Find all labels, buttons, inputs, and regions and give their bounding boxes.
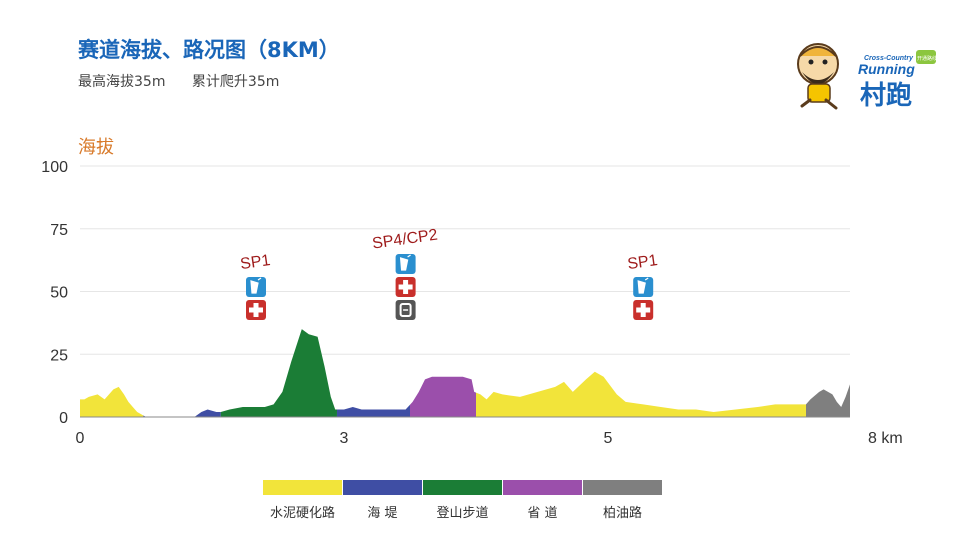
surface-legend: 水泥硬化路 海 堤 登山步道 省 道 柏油路 <box>263 480 663 521</box>
legend-item: 水泥硬化路 <box>263 480 342 521</box>
legend-label: 柏油路 <box>602 506 642 521</box>
y-tick-label: 25 <box>50 347 68 364</box>
logo-badge: 开通路线 <box>917 55 937 62</box>
total-climb: 累计爬升35m <box>191 74 280 90</box>
station-label: SP1 <box>239 252 271 273</box>
checkpoint-icon <box>395 300 416 320</box>
x-tick-label: 5 <box>604 430 613 447</box>
legend-swatch <box>583 480 662 495</box>
segment-area-1 <box>80 386 144 417</box>
station-label: SP1 <box>626 252 658 273</box>
legend-label: 海 堤 <box>367 506 398 521</box>
legend-swatch <box>423 480 502 495</box>
legend-item: 登山步道 <box>423 480 502 521</box>
village-run-logo: Cross-Country Running 开通路线 村跑 <box>780 36 940 116</box>
logo-line2: Running <box>858 61 915 77</box>
legend-label: 省 道 <box>527 506 558 521</box>
medical-icon <box>395 277 416 297</box>
segment-area-7 <box>806 384 850 417</box>
segment-area-5 <box>410 376 476 417</box>
segment-area-6 <box>476 371 806 417</box>
logo-line3: 村跑 <box>860 81 912 111</box>
page-title: 赛道海拔、路况图（8KM） <box>78 38 340 62</box>
y-tick-label: 0 <box>59 410 68 427</box>
x-tick-label: 0 <box>76 430 85 447</box>
medical-icon <box>246 300 266 320</box>
max-elevation: 最高海拔35m <box>78 74 166 90</box>
drink-station-icon <box>246 277 266 297</box>
legend-swatch <box>503 480 582 495</box>
route-stats: 最高海拔35m 累计爬升35m <box>78 71 301 91</box>
y-axis-label: 海拔 <box>78 137 114 158</box>
segment-area-2 <box>143 409 221 417</box>
station-label: SP4/CP2 <box>371 227 439 253</box>
y-tick-label: 100 <box>41 159 68 176</box>
x-tick-label: 3 <box>340 430 349 447</box>
legend-item: 省 道 <box>503 480 582 521</box>
legend-label: 水泥硬化路 <box>269 506 335 521</box>
legend-item: 海 堤 <box>343 480 422 521</box>
legend-swatch <box>343 480 422 495</box>
segment-area-3 <box>220 329 337 417</box>
logo-line1: Cross-Country <box>864 55 914 62</box>
legend-label: 登山步道 <box>436 506 489 521</box>
legend-swatch <box>263 480 342 495</box>
drink-station-icon <box>395 254 416 274</box>
y-tick-label: 50 <box>50 285 68 302</box>
x-tick-label: 8 km <box>868 430 903 447</box>
legend-item: 柏油路 <box>583 480 662 521</box>
medical-icon <box>633 300 654 320</box>
mascot-icon <box>797 43 839 110</box>
elevation-chart: 0 25 50 75 100 0 3 5 8 km SP1 SP4/CP2 SP1 <box>41 159 903 447</box>
y-tick-label: 75 <box>50 222 68 239</box>
segment-area-4 <box>336 404 410 417</box>
drink-station-icon <box>633 277 654 297</box>
